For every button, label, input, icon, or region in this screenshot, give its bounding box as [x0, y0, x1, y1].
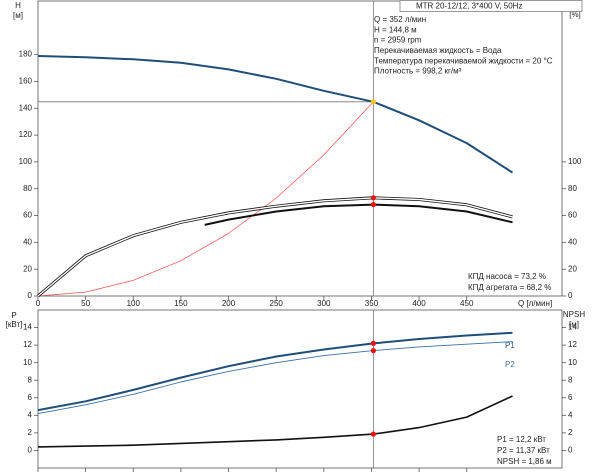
- curve: [37, 331, 513, 412]
- marker: [370, 201, 376, 208]
- y-axis-title: P: [11, 311, 16, 320]
- y-tick-label: 160: [19, 77, 33, 86]
- curve: [37, 341, 513, 415]
- y-tick-label: 12: [23, 340, 32, 349]
- annotation: NPSH = 1,86 м: [497, 457, 552, 466]
- info-line: Перекачиваемая жидкость = Вода: [374, 46, 502, 55]
- y-tick-label: 8: [28, 375, 33, 384]
- y-tick-label: 60: [23, 211, 32, 220]
- y2-axis-title: NPSH: [563, 310, 585, 319]
- info-line: Q = 352 л/мин: [374, 15, 426, 24]
- info-line: n = 2959 rpm: [374, 36, 422, 45]
- annotation: P2 = 11,37 кВт: [497, 446, 550, 455]
- y-tick-label: 0: [28, 291, 33, 300]
- y-axis-title: [м]: [13, 11, 23, 20]
- info-line: Плотность = 998,2 кг/м³: [374, 67, 462, 76]
- curve-label: P2: [505, 360, 515, 369]
- header: MTR 20-12/12, 3*400 V, 50Hz: [416, 2, 522, 11]
- y2-tick-label: 80: [568, 184, 577, 193]
- y-axis-title: H: [15, 1, 21, 10]
- x-tick-label: 300: [317, 299, 331, 308]
- annotation: КПД агрегата = 68,2 %: [468, 283, 551, 292]
- y2-tick-label: 100: [568, 157, 582, 166]
- x-tick-label: 400: [412, 299, 426, 308]
- y-tick-label: 20: [23, 264, 32, 273]
- y-tick-label: 100: [19, 157, 33, 166]
- y2-tick-label: 40: [568, 237, 577, 246]
- y-tick-label: 80: [23, 184, 32, 193]
- marker: [370, 195, 376, 201]
- y-tick-label: 2: [28, 428, 33, 437]
- y-axis-title: [кВт]: [6, 320, 23, 329]
- y2-tick-label: 0: [568, 291, 573, 300]
- x-tick-label: 100: [127, 299, 141, 308]
- y-tick-label: 180: [19, 50, 33, 59]
- y-tick-label: 40: [23, 237, 32, 246]
- marker: [370, 340, 376, 346]
- y2-tick-label: 6: [568, 393, 573, 402]
- y2-tick-label: 12: [568, 340, 577, 349]
- x-tick-label: 350: [365, 299, 379, 308]
- y-tick-label: 0: [28, 446, 33, 455]
- plot-frame: [37, 0, 563, 297]
- curve: [37, 55, 514, 174]
- y2-tick-label: 2: [568, 428, 573, 437]
- x-axis-title: Q [л/мин]: [518, 299, 552, 308]
- y-tick-label: 14: [23, 323, 32, 332]
- header-box: [399, 0, 583, 12]
- y2-tick-label: 10: [568, 358, 577, 367]
- x-tick-label: 250: [270, 299, 284, 308]
- annotation: КПД насоса = 73,2 %: [468, 272, 546, 281]
- info-line: Температура перекачиваемой жидкости = 20…: [374, 56, 553, 65]
- y-tick-label: 10: [23, 358, 32, 367]
- marker: [370, 348, 376, 354]
- curve-inner: [37, 197, 513, 297]
- x-tick-label: 0: [36, 299, 41, 308]
- y-tick-label: 4: [28, 410, 33, 419]
- x-tick-label: 50: [81, 299, 90, 308]
- y-tick-label: 120: [19, 130, 33, 139]
- marker: [370, 99, 376, 105]
- y2-tick-label: 14: [568, 323, 577, 332]
- y2-tick-label: 4: [568, 410, 573, 419]
- curve: [204, 203, 513, 226]
- y2-axis-title: [м]: [569, 320, 579, 329]
- y2-tick-label: 0: [568, 446, 573, 455]
- y2-tick-label: 60: [568, 211, 577, 220]
- annotation: P1 = 12,2 кВт: [497, 435, 546, 444]
- x-tick-label: 150: [174, 299, 188, 308]
- info-line: H = 144,8 м: [374, 25, 417, 34]
- y2-tick-label: 20: [568, 264, 577, 273]
- y-tick-label: 6: [28, 393, 33, 402]
- curve-label: P1: [505, 341, 515, 350]
- y2-tick-label: 8: [568, 375, 573, 384]
- curve: [37, 395, 513, 448]
- x-tick-label: 200: [222, 299, 236, 308]
- curve: [37, 101, 374, 297]
- x-tick-label: 450: [460, 299, 474, 308]
- marker: [370, 431, 376, 437]
- y2-axis-title: [%]: [569, 10, 581, 19]
- y-tick-label: 140: [19, 103, 33, 112]
- plot-frame: [37, 309, 563, 469]
